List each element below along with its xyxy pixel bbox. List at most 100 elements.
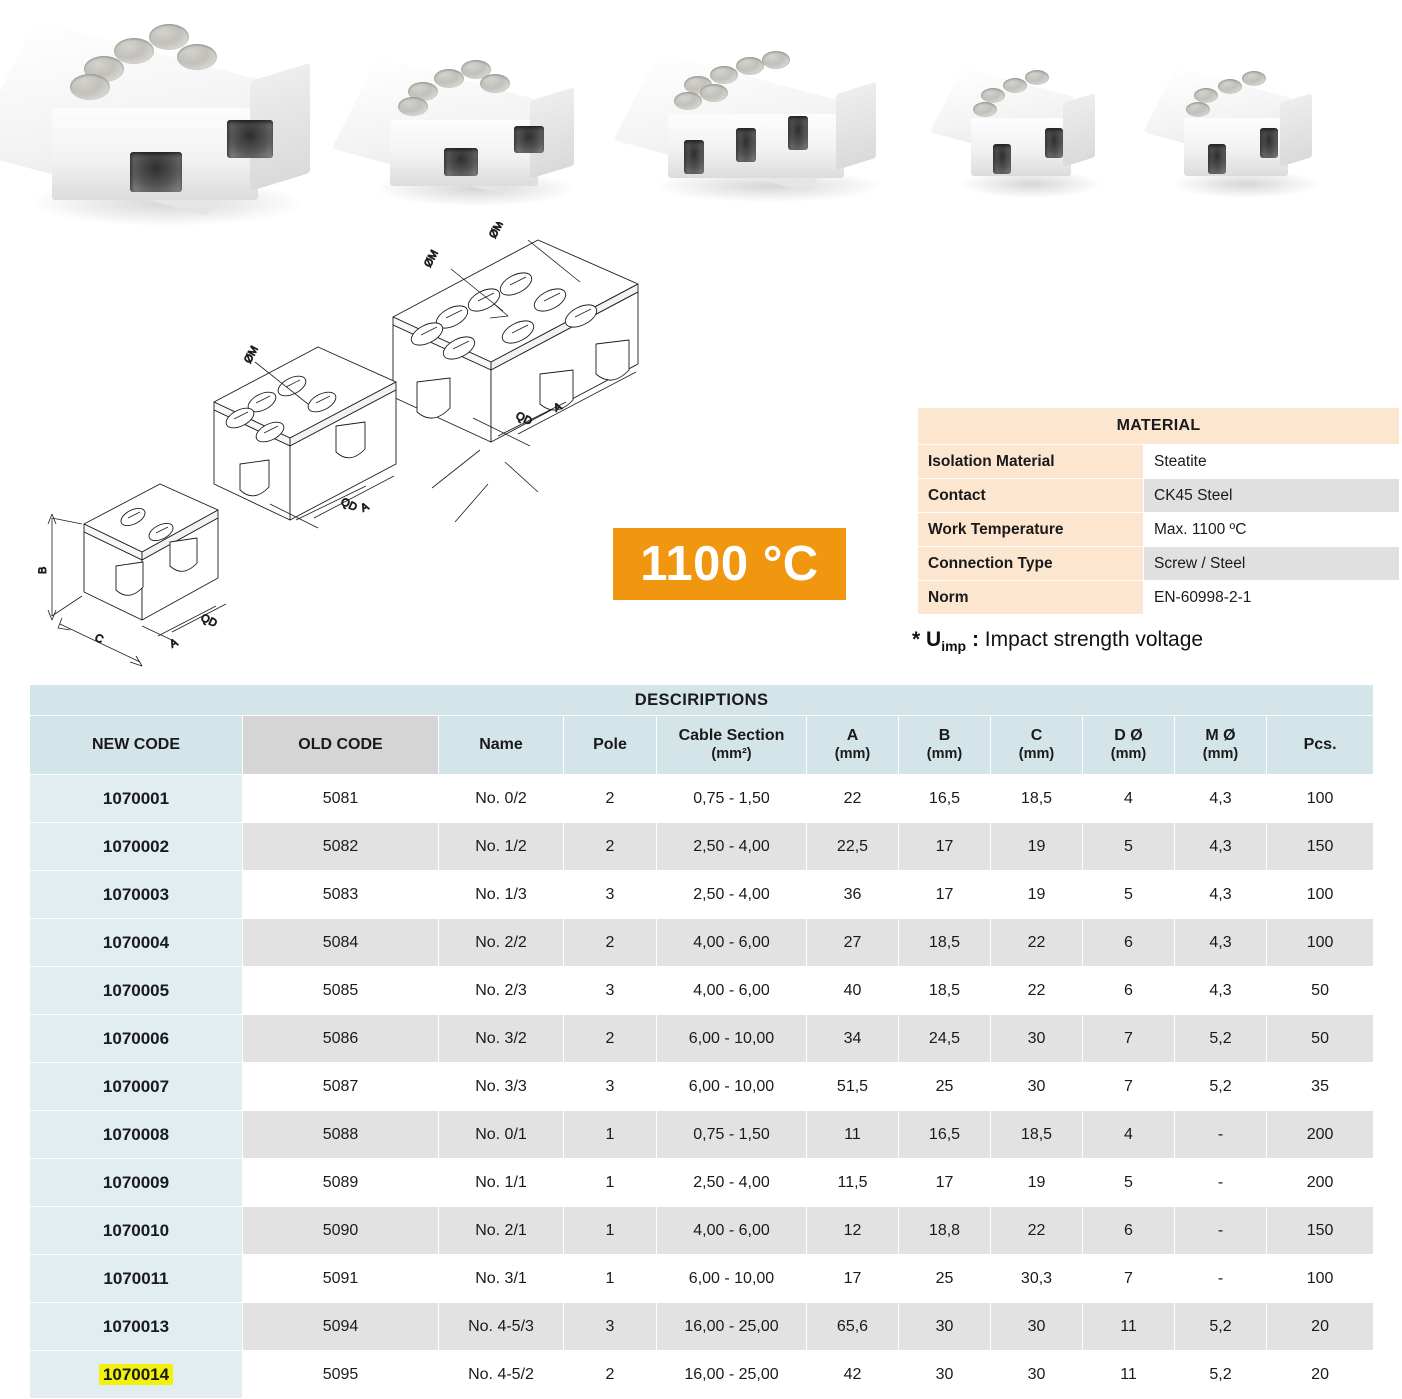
cell-d: 5 [1082, 870, 1175, 919]
cell-old-code: 5089 [242, 1158, 439, 1207]
cell-pole: 1 [563, 1206, 657, 1255]
material-value: EN-60998-2-1 [1143, 580, 1400, 615]
cell-a: 22,5 [806, 822, 899, 871]
drawing-medium-2pole: ØM QD A [213, 344, 397, 529]
cell-pole: 1 [563, 1110, 657, 1159]
footnote-text: Impact strength voltage [984, 628, 1204, 651]
screw-hole [981, 88, 1005, 103]
header-unit: (mm) [1202, 745, 1239, 762]
wire-entry-hole [788, 116, 808, 150]
material-value: Max. 1100 ºC [1143, 512, 1400, 547]
cell-new-code: 1070010 [29, 1206, 243, 1255]
column-header-cable-section: Cable Section (mm²) [656, 715, 807, 775]
header-label: M Ø [1205, 727, 1236, 745]
temperature-badge: 1100 °C [613, 528, 846, 600]
cell-new-code: 1070007 [29, 1062, 243, 1111]
cell-name: No. 4-5/2 [438, 1350, 564, 1399]
screw-hole [1194, 88, 1218, 103]
cell-cable-section: 6,00 - 10,00 [656, 1254, 807, 1303]
wire-entry-hole [684, 140, 704, 174]
cell-old-code: 5091 [242, 1254, 439, 1303]
table-row: 1070005 5085 No. 2/3 3 4,00 - 6,00 40 18,5 22 6 4… [29, 966, 1375, 1015]
cell-pcs: 200 [1265, 1110, 1375, 1159]
column-header-a: A (mm) [806, 715, 899, 775]
header-label: NEW CODE [92, 735, 180, 753]
cell-pole: 3 [563, 1302, 657, 1351]
material-table: MATERIAL Isolation Material Steatite Con… [917, 407, 1400, 615]
cell-name: No. 2/3 [438, 966, 564, 1015]
table-row: 1070007 5087 No. 3/3 3 6,00 - 10,00 51,5 25 30 7… [29, 1062, 1375, 1111]
cell-d: 6 [1082, 1206, 1175, 1255]
screw-hole [70, 74, 110, 100]
terminal-block-photo-1 [0, 12, 322, 227]
cell-a: 11 [806, 1110, 899, 1159]
cell-pcs: 50 [1265, 966, 1375, 1015]
table-row: 1070006 5086 No. 3/2 2 6,00 - 10,00 34 24,5 30 7… [29, 1014, 1375, 1063]
dim-label-a: A [359, 500, 372, 514]
cell-m: 5,2 [1174, 1014, 1267, 1063]
screw-hole [674, 92, 702, 110]
table-row: 1070014 5095 No. 4-5/2 2 16,00 - 25,00 42 30 30… [29, 1350, 1375, 1399]
cell-a: 51,5 [806, 1062, 899, 1111]
cell-m: 4,3 [1174, 774, 1267, 823]
dim-label-om: ØM [242, 344, 261, 365]
cell-m: 5,2 [1174, 1062, 1267, 1111]
wire-entry-hole [514, 126, 544, 153]
table-row: 1070009 5089 No. 1/1 1 2,50 - 4,00 11,5 17 19 5-… [29, 1158, 1375, 1207]
cell-old-code: 5082 [242, 822, 439, 871]
cell-pcs: 50 [1265, 1014, 1375, 1063]
cell-b: 30 [898, 1302, 991, 1351]
dim-label-qd: QD [199, 612, 219, 630]
block-side-face [1280, 93, 1312, 167]
cell-b: 18,5 [898, 918, 991, 967]
cell-m: 5,2 [1174, 1350, 1267, 1399]
cell-new-code: 1070014 [29, 1350, 243, 1399]
uimp-footnote: * Uimp : Impact strength voltage [912, 628, 1203, 654]
column-header-b: B (mm) [898, 715, 991, 775]
descriptions-table-head: DESCIRIPTIONS NEW CODE OLD CODE Name Pol… [28, 684, 1375, 775]
header-label: OLD CODE [298, 735, 383, 753]
cell-d: 11 [1082, 1302, 1175, 1351]
header-unit: (mm) [1018, 745, 1055, 762]
screw-hole [1186, 102, 1210, 117]
cell-a: 36 [806, 870, 899, 919]
cell-pcs: 150 [1265, 1206, 1375, 1255]
cell-old-code: 5090 [242, 1206, 439, 1255]
column-header-old-code: OLD CODE [242, 715, 439, 775]
screw-hole [762, 51, 790, 69]
cell-b: 16,5 [898, 774, 991, 823]
cell-m: 4,3 [1174, 966, 1267, 1015]
table-row: 1070010 5090 No. 2/1 1 4,00 - 6,00 12 18,8 22 6-… [29, 1206, 1375, 1255]
cell-old-code: 5095 [242, 1350, 439, 1399]
screw-hole [461, 60, 491, 79]
cell-new-code: 1070011 [29, 1254, 243, 1303]
cell-cable-section: 4,00 - 6,00 [656, 1206, 807, 1255]
cell-old-code: 5087 [242, 1062, 439, 1111]
header-label: C [1030, 727, 1043, 745]
cell-a: 11,5 [806, 1158, 899, 1207]
cell-a: 40 [806, 966, 899, 1015]
cell-b: 25 [898, 1254, 991, 1303]
terminal-block-photo-3 [613, 48, 898, 202]
cell-pcs: 20 [1265, 1350, 1375, 1399]
cell-name: No. 3/1 [438, 1254, 564, 1303]
cell-new-code: 1070004 [29, 918, 243, 967]
dim-label-c: C [93, 632, 105, 646]
column-header-c: C (mm) [990, 715, 1083, 775]
cell-c: 30 [990, 1302, 1083, 1351]
table-row: 1070003 5083 No. 1/3 3 2,50 - 4,00 36 17 19 5 4,3… [29, 870, 1375, 919]
cell-pole: 3 [563, 966, 657, 1015]
cell-cable-section: 16,00 - 25,00 [656, 1350, 807, 1399]
cell-pole: 2 [563, 1014, 657, 1063]
screw-hole [1218, 79, 1242, 94]
block-side-face [1063, 93, 1095, 167]
dim-label-qd: QD [339, 496, 359, 514]
dim-label-a: A [168, 636, 181, 650]
header-label: D Ø [1114, 727, 1143, 745]
wire-entry-hole [444, 148, 478, 176]
cell-m: 4,3 [1174, 870, 1267, 919]
cell-pole: 2 [563, 822, 657, 871]
column-header-m-diameter: M Ø (mm) [1174, 715, 1267, 775]
wire-entry-hole [993, 144, 1011, 174]
screw-hole [1242, 71, 1266, 86]
